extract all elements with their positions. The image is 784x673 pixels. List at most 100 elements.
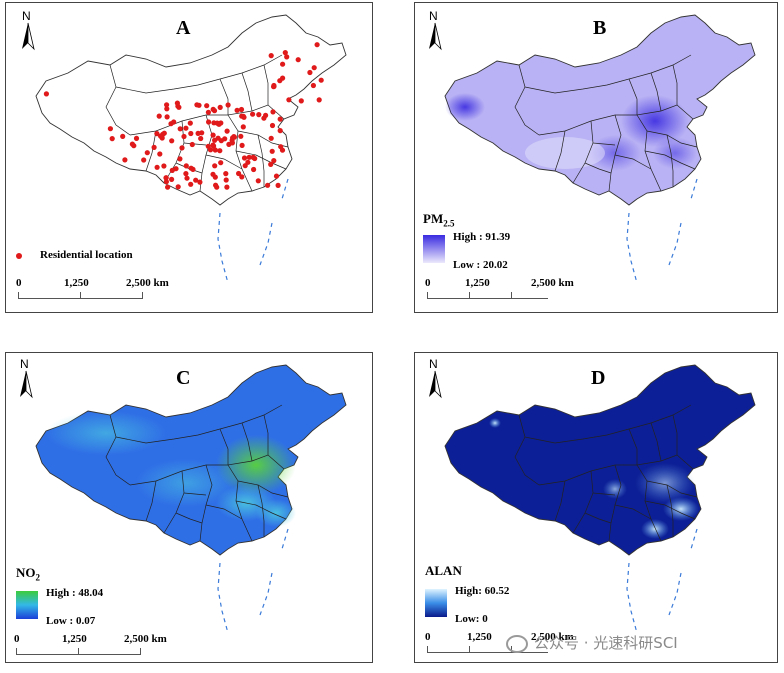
residential-dot: [205, 109, 211, 115]
residential-dot: [256, 112, 262, 118]
panel-c-no2: C N NO2 High : 48.04 Low : 0.07 0 1,250 …: [5, 352, 373, 663]
residential-dot: [229, 140, 235, 146]
north-arrow: N: [423, 9, 447, 51]
north-label: N: [22, 9, 31, 23]
residential-dot: [188, 130, 194, 137]
north-arrow: N: [423, 357, 447, 399]
residential-dot: [273, 173, 280, 179]
residential-dot: [43, 91, 50, 97]
residential-dot: [212, 174, 218, 180]
residential-dot: [250, 154, 256, 160]
residential-dot: [189, 141, 195, 148]
legend-high: High: 60.52: [455, 585, 510, 597]
residential-dot: [183, 171, 189, 177]
residential-dot: [318, 77, 324, 83]
north-arrow: N: [16, 9, 40, 51]
residential-dot: [277, 116, 283, 122]
residential-dot: [177, 126, 183, 132]
residential-dot: [164, 102, 170, 108]
residential-dot: [157, 151, 163, 157]
residential-dot: [236, 170, 242, 177]
residential-dot: [177, 156, 183, 162]
residential-dot: [298, 98, 304, 104]
residential-dot: [141, 157, 147, 163]
residential-dot: [217, 148, 223, 154]
residential-dot: [169, 167, 175, 173]
residential-dot: [282, 50, 288, 56]
residential-dot: [241, 114, 247, 120]
panel-letter: B: [593, 17, 607, 39]
legend-high: High : 91.39: [453, 231, 511, 243]
residential-dot: [238, 106, 245, 113]
residential-dot: [151, 144, 157, 150]
residential-dot: [217, 104, 223, 110]
scale-label-2500: 2,500 km: [531, 277, 574, 289]
residential-dot: [251, 166, 257, 173]
residential-dot: [107, 126, 113, 132]
panel-letter: A: [176, 17, 191, 39]
legend-low: Low: 0: [455, 613, 488, 625]
residential-dot: [269, 122, 276, 129]
residential-dot: [171, 119, 177, 125]
legend-title-alan: ALAN: [425, 563, 462, 578]
residential-dots: [43, 42, 324, 190]
residential-dot: [156, 113, 162, 119]
residential-dot: [204, 103, 210, 109]
residential-dot: [144, 150, 150, 156]
residential-dot: [261, 115, 267, 121]
north-label: N: [429, 357, 438, 371]
residential-dot: [129, 141, 135, 147]
residential-dot: [164, 114, 170, 120]
residential-dot: [165, 184, 171, 190]
color-ramp-pm25: [423, 235, 445, 263]
residential-dot: [188, 165, 194, 171]
legend-high: High : 48.04: [46, 587, 104, 599]
china-map-b: [444, 14, 756, 284]
residential-dot: [238, 133, 244, 139]
residential-dot: [278, 144, 284, 150]
residential-dot: [188, 181, 194, 187]
legend-low: Low : 20.02: [453, 259, 508, 271]
residential-dot: [109, 136, 115, 142]
scale-label-0: 0: [425, 277, 431, 289]
residential-dot: [210, 142, 216, 148]
panel-a-residential: A N Residential location 0 1,250 2,500 k…: [5, 2, 373, 313]
residential-dot: [239, 142, 245, 148]
scale-label-1250: 1,250: [465, 277, 490, 289]
residential-dot: [175, 184, 181, 190]
residential-dot: [133, 135, 140, 141]
residential-dot: [161, 163, 167, 169]
residential-dot: [250, 111, 256, 117]
scale-label-1250: 1,250: [64, 277, 89, 289]
residential-dot-symbol: [16, 253, 22, 259]
residential-dot: [205, 143, 211, 149]
color-ramp-no2: [16, 591, 38, 619]
residential-dot: [169, 176, 175, 182]
legend-low: Low : 0.07: [46, 615, 96, 627]
residential-dot: [286, 97, 292, 103]
residential-dot: [270, 109, 276, 115]
north-arrow: N: [14, 357, 38, 399]
scale-label-0: 0: [16, 277, 22, 289]
residential-dot: [214, 184, 220, 190]
residential-dot: [280, 61, 286, 67]
residential-dot: [241, 155, 248, 161]
residential-dot: [181, 133, 187, 140]
residential-dot: [154, 164, 160, 170]
residential-dot: [163, 179, 169, 185]
residential-dot: [231, 134, 237, 140]
residential-dot: [284, 54, 290, 60]
residential-dot: [210, 106, 216, 112]
residential-dot: [198, 135, 204, 142]
residential-dot: [223, 171, 229, 177]
legend-label: Residential location: [40, 249, 133, 261]
residential-dot: [193, 177, 199, 183]
residential-dot: [280, 75, 286, 81]
residential-dot: [225, 102, 231, 108]
residential-dot: [310, 82, 316, 89]
color-ramp-alan: [425, 589, 447, 617]
residential-dot: [295, 57, 301, 63]
north-label: N: [429, 9, 438, 23]
residential-dot: [275, 182, 281, 188]
residential-dot: [210, 132, 216, 138]
